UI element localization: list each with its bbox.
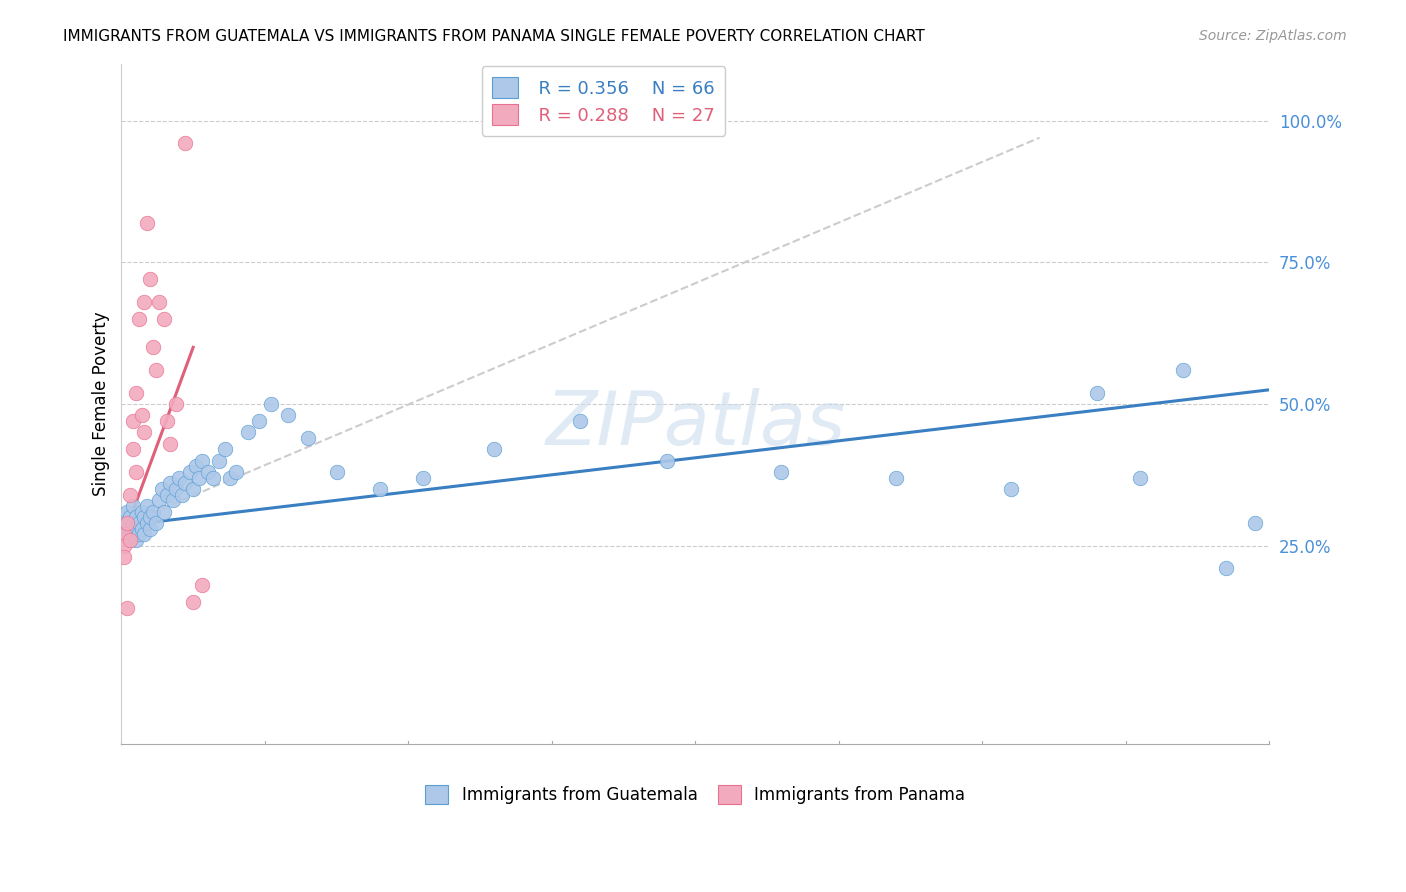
Point [173, 136, 195, 151]
Point [165, 397, 187, 411]
Point [122, 516, 145, 530]
Point [125, 465, 148, 479]
Point [139, 510, 162, 524]
Point [148, 295, 170, 310]
Point [112, 510, 135, 524]
Point [134, 295, 156, 310]
Point [122, 527, 145, 541]
Point [112, 522, 135, 536]
Point [128, 516, 150, 530]
Point [122, 499, 145, 513]
Point [128, 527, 150, 541]
Point [139, 272, 162, 286]
Point [162, 493, 184, 508]
Point [181, 595, 204, 609]
Point [484, 442, 506, 457]
Point [156, 488, 179, 502]
Point [247, 414, 270, 428]
Point [115, 516, 138, 530]
Point [325, 465, 347, 479]
Point [125, 510, 148, 524]
Point [156, 414, 179, 428]
Point [131, 522, 153, 536]
Point [197, 465, 219, 479]
Point [112, 527, 135, 541]
Y-axis label: Single Female Poverty: Single Female Poverty [93, 311, 110, 496]
Point [125, 385, 148, 400]
Text: Source: ZipAtlas.com: Source: ZipAtlas.com [1199, 29, 1347, 43]
Point [115, 601, 138, 615]
Point [165, 482, 187, 496]
Point [131, 505, 153, 519]
Point [118, 488, 141, 502]
Point [277, 409, 299, 423]
Point [179, 465, 201, 479]
Point [153, 312, 176, 326]
Point [148, 493, 170, 508]
Point [125, 522, 148, 536]
Point [1085, 385, 1108, 400]
Point [118, 522, 141, 536]
Point [167, 470, 190, 484]
Point [134, 510, 156, 524]
Point [884, 470, 907, 484]
Point [187, 470, 209, 484]
Point [115, 516, 138, 530]
Point [115, 505, 138, 519]
Point [1215, 561, 1237, 575]
Point [150, 482, 173, 496]
Point [1243, 516, 1265, 530]
Point [259, 397, 281, 411]
Point [191, 578, 214, 592]
Point [159, 436, 181, 450]
Point [225, 465, 247, 479]
Point [191, 453, 214, 467]
Point [118, 510, 141, 524]
Point [368, 482, 391, 496]
Point [170, 488, 193, 502]
Point [125, 533, 148, 547]
Point [145, 363, 167, 377]
Point [112, 539, 135, 553]
Point [118, 533, 141, 547]
Point [139, 522, 162, 536]
Point [1000, 482, 1022, 496]
Point [142, 505, 165, 519]
Point [136, 216, 159, 230]
Point [297, 431, 319, 445]
Point [131, 409, 153, 423]
Point [219, 470, 242, 484]
Point [214, 442, 236, 457]
Point [142, 340, 165, 354]
Point [134, 425, 156, 440]
Point [128, 312, 150, 326]
Point [122, 442, 145, 457]
Point [118, 533, 141, 547]
Point [655, 453, 678, 467]
Point [202, 470, 225, 484]
Text: ZIPatlas: ZIPatlas [546, 388, 845, 460]
Point [136, 499, 159, 513]
Point [112, 549, 135, 564]
Point [122, 414, 145, 428]
Point [145, 516, 167, 530]
Point [153, 505, 176, 519]
Point [208, 453, 231, 467]
Point [134, 527, 156, 541]
Point [569, 414, 592, 428]
Point [181, 482, 204, 496]
Point [184, 459, 207, 474]
Point [115, 527, 138, 541]
Point [1171, 363, 1194, 377]
Point [136, 516, 159, 530]
Legend: Immigrants from Guatemala, Immigrants from Panama: Immigrants from Guatemala, Immigrants fr… [415, 774, 976, 814]
Point [159, 476, 181, 491]
Point [173, 476, 195, 491]
Text: IMMIGRANTS FROM GUATEMALA VS IMMIGRANTS FROM PANAMA SINGLE FEMALE POVERTY CORREL: IMMIGRANTS FROM GUATEMALA VS IMMIGRANTS … [63, 29, 925, 44]
Point [770, 465, 793, 479]
Point [1129, 470, 1152, 484]
Point [236, 425, 259, 440]
Point [412, 470, 434, 484]
